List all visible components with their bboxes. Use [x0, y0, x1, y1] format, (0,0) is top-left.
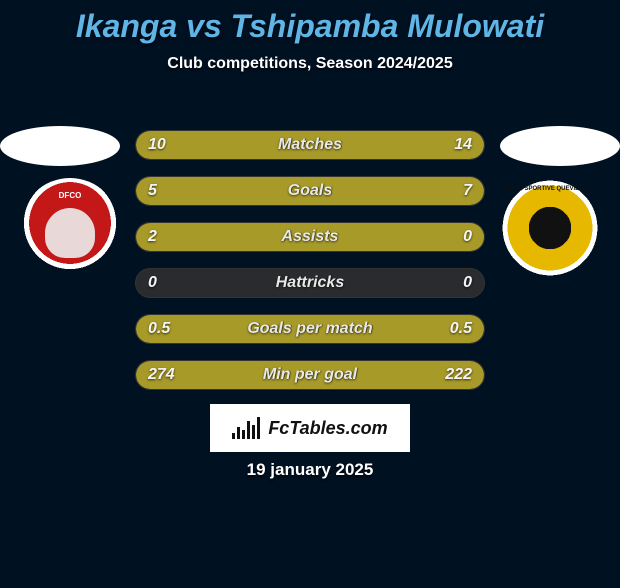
crest-left-label: DFCO: [55, 190, 86, 201]
stat-label: Hattricks: [136, 269, 484, 297]
avatar-left: [0, 126, 120, 166]
stats-bars: 1014Matches 57Goals 20Assists 00Hattricks 0.…: [135, 130, 485, 406]
branding-badge: FcTables.com: [210, 404, 410, 452]
stat-label: Matches: [136, 131, 484, 159]
stat-bar: 20Assists: [135, 222, 485, 252]
date-label: 19 january 2025: [0, 460, 620, 480]
stat-bar: 00Hattricks: [135, 268, 485, 298]
branding-text: FcTables.com: [268, 418, 387, 439]
crest-left: DFCO: [20, 178, 120, 278]
stat-bar: 0.50.5Goals per match: [135, 314, 485, 344]
crest-right: UNION SPORTIVE QUEVILLAISE: [500, 178, 600, 278]
page-title: Ikanga vs Tshipamba Mulowati: [0, 8, 620, 45]
stat-label: Assists: [136, 223, 484, 251]
stat-bar: 57Goals: [135, 176, 485, 206]
stat-label: Goals: [136, 177, 484, 205]
branding-logo-icon: [232, 417, 260, 439]
crest-right-label: UNION SPORTIVE QUEVILLAISE: [500, 178, 600, 278]
avatar-right: [500, 126, 620, 166]
stat-label: Min per goal: [136, 361, 484, 389]
stat-bar: 1014Matches: [135, 130, 485, 160]
stat-label: Goals per match: [136, 315, 484, 343]
subtitle: Club competitions, Season 2024/2025: [0, 55, 620, 73]
owl-icon: [45, 208, 95, 258]
stat-bar: 274222Min per goal: [135, 360, 485, 390]
